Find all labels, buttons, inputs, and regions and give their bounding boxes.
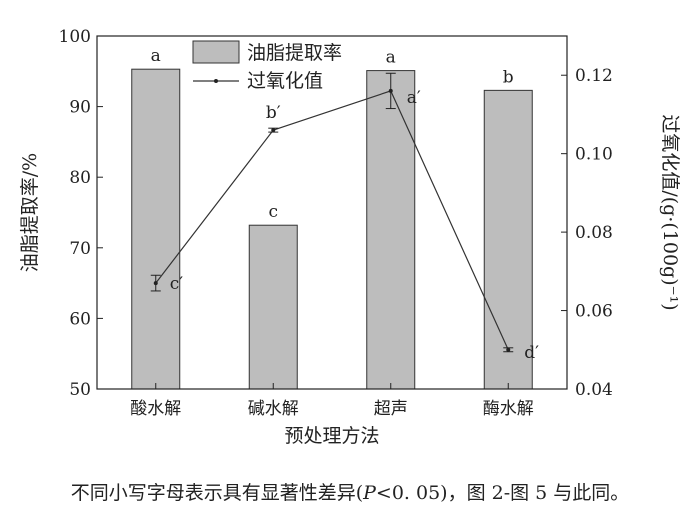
left-y-tick-label: 60 bbox=[69, 309, 91, 329]
bar-3 bbox=[366, 70, 416, 390]
x-tick-label: 酶水解 bbox=[483, 399, 534, 419]
right-y-axis-label: 过氧化值/(g·(100g)⁻¹) bbox=[659, 114, 681, 310]
caption-p-symbol: P bbox=[363, 482, 376, 504]
figure-caption: 不同小写字母表示具有显著性差异(P<0. 05)，图 2-图 5 与此同。 bbox=[0, 478, 700, 505]
line-point bbox=[388, 88, 393, 93]
line-point bbox=[271, 128, 276, 133]
legend-line-marker bbox=[214, 79, 218, 83]
x-axis-label: 预处理方法 bbox=[284, 425, 379, 447]
right-y-tick-label: 0.04 bbox=[575, 380, 613, 400]
chart: a c a b 50 60 70 80 90 100 0.04 0.06 0.08 0.10 0.12 酸水解… bbox=[19, 27, 681, 447]
legend-label-peroxide: 过氧化值 bbox=[247, 70, 323, 92]
line-significance-label: c′ bbox=[170, 274, 184, 294]
right-y-tick-label: 0.10 bbox=[575, 145, 613, 165]
caption-text-before: 不同小写字母表示具有显著性差异( bbox=[70, 482, 364, 504]
bar-4 bbox=[483, 89, 533, 390]
bar-2 bbox=[248, 224, 298, 390]
bar-significance-label: c bbox=[268, 202, 278, 222]
right-y-tick-label: 0.06 bbox=[575, 302, 613, 322]
line-significance-label: a′ bbox=[407, 88, 421, 108]
right-y-tick-label: 0.12 bbox=[575, 66, 613, 86]
bar-significance-label: b bbox=[503, 67, 514, 87]
bar-significance-label: a bbox=[151, 46, 161, 66]
caption-text-after: <0. 05)，图 2-图 5 与此同。 bbox=[375, 482, 630, 504]
plot-frame bbox=[96, 35, 568, 390]
left-y-tick-label: 100 bbox=[59, 27, 91, 47]
line-significance-label: b′ bbox=[266, 103, 281, 123]
line-point bbox=[506, 347, 511, 352]
left-y-tick-label: 50 bbox=[69, 380, 91, 400]
x-tick-label: 酸水解 bbox=[130, 399, 181, 419]
left-y-axis-label: 油脂提取率/% bbox=[19, 153, 41, 272]
right-y-tick-label: 0.08 bbox=[575, 223, 613, 243]
line-point bbox=[153, 281, 158, 286]
left-y-tick-label: 70 bbox=[69, 239, 91, 259]
bar-1 bbox=[131, 68, 181, 390]
left-y-tick-label: 90 bbox=[69, 98, 91, 118]
line-significance-label: d′ bbox=[524, 343, 539, 363]
legend-bar-swatch bbox=[192, 40, 240, 64]
left-y-tick-label: 80 bbox=[69, 168, 91, 188]
x-tick-label: 超声 bbox=[374, 399, 408, 419]
line-series-peroxide bbox=[155, 90, 509, 351]
x-tick-label: 碱水解 bbox=[248, 399, 299, 419]
legend-label-extraction: 油脂提取率 bbox=[247, 42, 342, 64]
bar-significance-label: a bbox=[386, 48, 396, 68]
